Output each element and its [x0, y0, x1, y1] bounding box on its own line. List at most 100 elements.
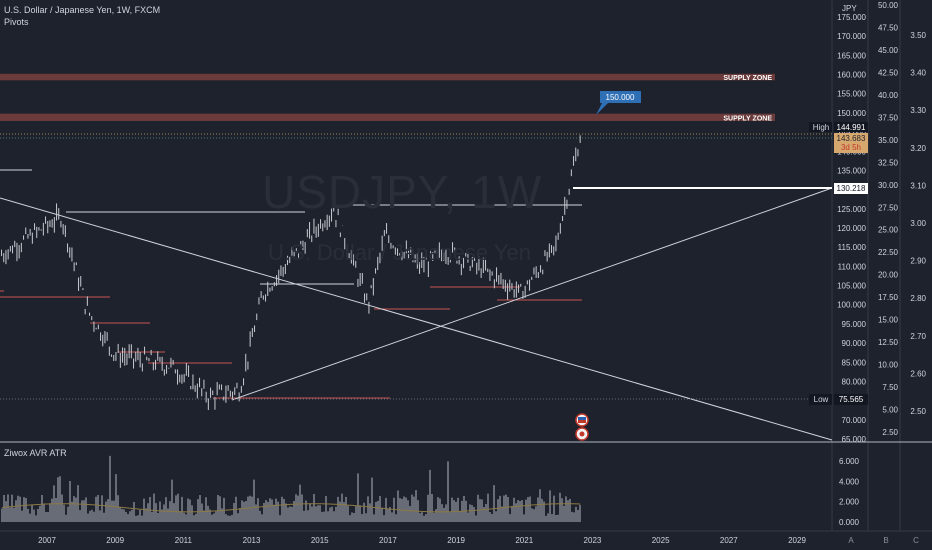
scale2-tick: 5.00 [882, 406, 898, 415]
price-candles[interactable] [1, 135, 581, 411]
current-price-tag: 143.683 3d 5h [834, 133, 868, 153]
time-tick: 2029 [788, 536, 806, 545]
supply-zone-1[interactable] [0, 73, 775, 81]
scale2-tick: 7.50 [882, 383, 898, 392]
watermark-ticker: USDJPY, 1W [262, 166, 543, 218]
flag-event-icon[interactable] [575, 413, 589, 427]
low-tag: Low 75.565 [809, 394, 868, 405]
price-tick: 105.000 [837, 282, 866, 291]
price-tick: 110.000 [838, 262, 867, 271]
time-tick: 2017 [379, 536, 397, 545]
scale2-tick: 30.00 [878, 181, 899, 190]
price-tick: 145.000 [837, 128, 866, 137]
scale3-tick: 3.00 [910, 219, 926, 228]
scale3-tick: 2.70 [910, 332, 926, 341]
watermark-name: U.S. Dollar / Japanese Yen [268, 240, 531, 265]
price-tick: 80.000 [842, 377, 867, 386]
scale-2-labels: 50.00 47.50 45.00 42.50 40.00 37.50 35.00 32.50… [878, 1, 899, 437]
scale2-tick: 20.00 [878, 271, 899, 280]
price-tick: 90.000 [842, 339, 867, 348]
price-axis-labels: 175.000 170.000 165.000 160.000 155.000 150.0… [837, 13, 866, 444]
time-tick: 2007 [38, 536, 56, 545]
price-tick: 175.000 [837, 13, 866, 22]
indicator-legend[interactable]: Pivots [4, 17, 29, 27]
price-tick: 165.000 [837, 51, 866, 60]
time-tick: 2025 [652, 536, 670, 545]
scale3-tick: 3.20 [910, 144, 926, 153]
pivot-high-lines [0, 169, 582, 285]
price-tick: 70.000 [842, 416, 867, 425]
symbol-title[interactable]: U.S. Dollar / Japanese Yen, 1W, FXCM [4, 5, 161, 15]
price-tick: 120.000 [837, 224, 866, 233]
time-tick: 2027 [720, 536, 738, 545]
price-tick: 100.000 [837, 301, 866, 310]
trendlines[interactable] [0, 187, 833, 441]
scale3-tick: 2.60 [910, 369, 926, 378]
supply-zone-label: SUPPLY ZONE [723, 115, 772, 122]
scale-header[interactable]: C [913, 536, 919, 545]
scale2-tick: 12.50 [878, 338, 899, 347]
time-tick: 2019 [447, 536, 465, 545]
scale3-tick: 2.80 [910, 294, 926, 303]
time-tick: 2009 [106, 536, 124, 545]
scale-3-labels: 3.50 3.40 3.30 3.20 3.10 3.00 2.90 2.80 2.70 2.60… [848, 31, 926, 545]
main-price-pane[interactable] [0, 0, 832, 443]
scale3-tick: 2.90 [910, 257, 926, 266]
supply-zone-label: SUPPLY ZONE [723, 75, 772, 82]
price-tick: 125.000 [837, 205, 866, 214]
scale2-tick: 50.00 [878, 1, 899, 10]
scale3-tick: 3.40 [910, 69, 926, 78]
time-tick: 2013 [243, 536, 261, 545]
time-tick: 2023 [584, 536, 602, 545]
scale2-tick: 47.50 [878, 23, 899, 32]
scale3-tick: 3.30 [910, 106, 926, 115]
price-tick: 155.000 [837, 90, 866, 99]
scale2-tick: 15.00 [878, 316, 899, 325]
atr-tick: 0.000 [839, 518, 860, 527]
scale-header[interactable]: A [848, 536, 854, 545]
scale2-tick: 2.50 [882, 428, 898, 437]
svg-text:Low: Low [814, 395, 829, 404]
price-tick: 65.000 [842, 435, 867, 444]
svg-text:High: High [813, 123, 829, 132]
atr-axis-labels: 6.000 4.000 2.000 0.000 [839, 457, 860, 527]
atr-tick: 2.000 [839, 498, 860, 507]
scale2-tick: 40.00 [878, 91, 899, 100]
scale2-tick: 22.50 [878, 248, 899, 257]
scale2-tick: 37.50 [878, 113, 899, 122]
atr-indicator-label[interactable]: Ziwox AVR ATR [4, 448, 67, 458]
price-tick: 160.000 [837, 71, 866, 80]
price-tick: 150.000 [837, 109, 866, 118]
scale2-tick: 25.00 [878, 226, 899, 235]
scale2-tick: 32.50 [878, 158, 899, 167]
atr-average-line [1, 503, 581, 513]
level-tag: 130.218 [834, 183, 868, 194]
callout-text: 150.000 [606, 93, 635, 102]
scale3-tick: 3.50 [910, 31, 926, 40]
price-axes[interactable] [832, 0, 932, 550]
supply-zone-2[interactable] [0, 113, 775, 121]
price-tick: 170.000 [837, 32, 866, 41]
scale-header[interactable]: B [883, 536, 888, 545]
currency-label: JPY [842, 4, 857, 13]
svg-text:3d 5h: 3d 5h [841, 143, 861, 152]
svg-text:144.991: 144.991 [837, 123, 866, 132]
price-tick: 115.000 [838, 243, 867, 252]
price-tick: 85.000 [842, 358, 867, 367]
japan-flag-event-icon[interactable] [575, 427, 589, 441]
scale3-tick: 3.10 [910, 181, 926, 190]
svg-text:130.218: 130.218 [837, 184, 866, 193]
scale3-tick: 2.50 [910, 407, 926, 416]
scale2-tick: 17.50 [878, 293, 899, 302]
scale2-tick: 45.00 [878, 46, 899, 55]
atr-tick: 4.000 [839, 477, 860, 486]
price-callout[interactable]: 150.000 [596, 91, 641, 115]
scale2-tick: 27.50 [878, 203, 899, 212]
atr-histogram [1, 455, 581, 522]
atr-tick: 6.000 [839, 457, 860, 466]
svg-text:75.565: 75.565 [839, 395, 864, 404]
scale2-tick: 10.00 [878, 361, 899, 370]
time-tick: 2021 [515, 536, 533, 545]
scale2-tick: 35.00 [878, 136, 899, 145]
